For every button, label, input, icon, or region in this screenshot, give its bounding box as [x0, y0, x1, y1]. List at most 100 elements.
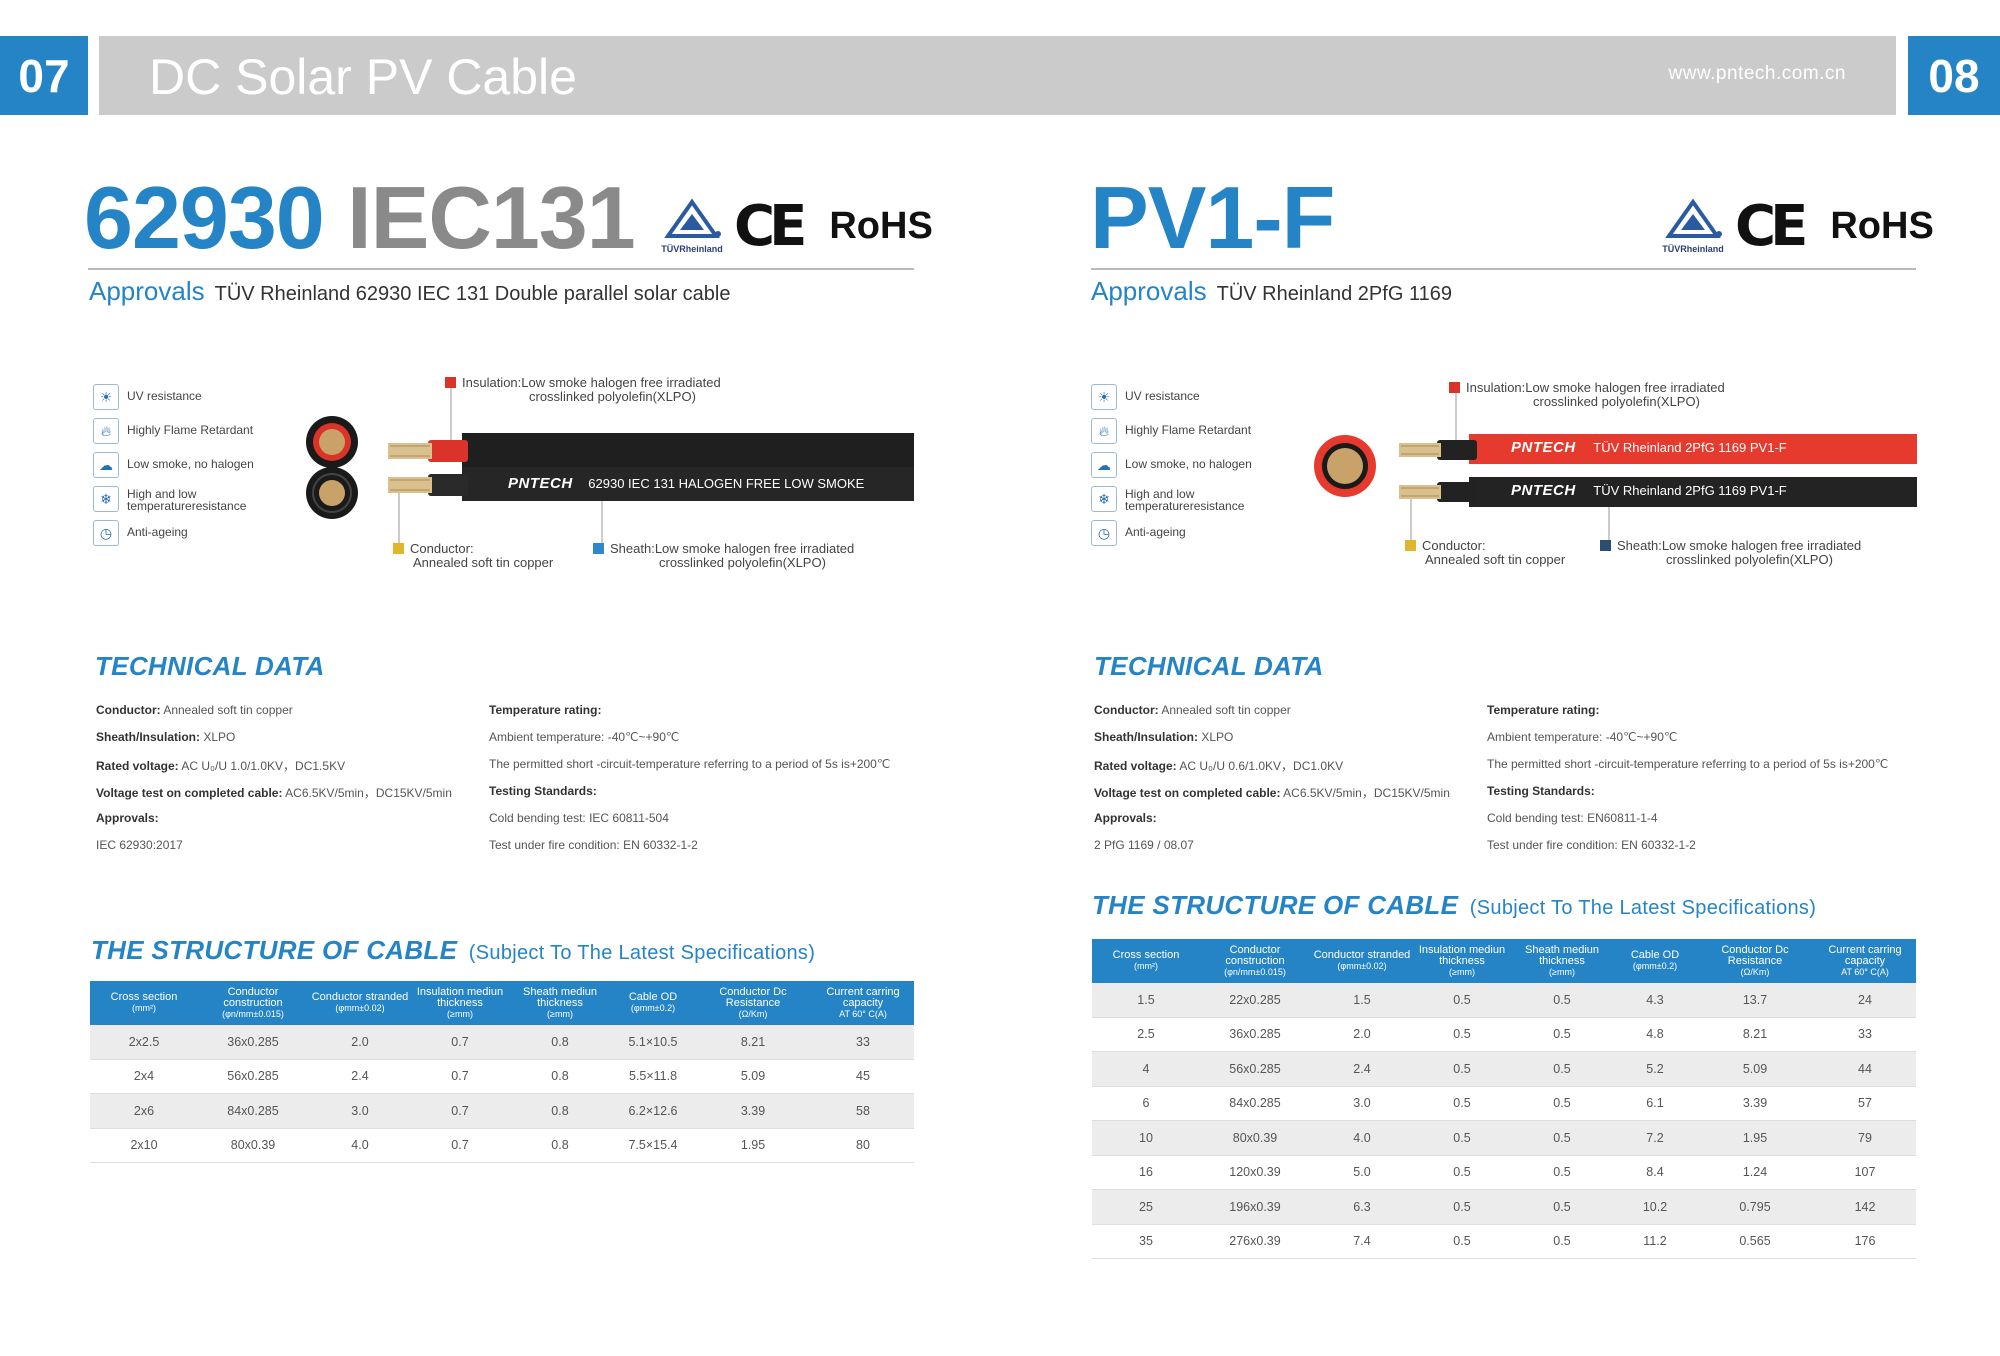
uv-icon: ☀	[1091, 384, 1117, 410]
callout-text: Annealed soft tin copper	[1425, 552, 1566, 567]
callout-text: crosslinked polyolefin(XLPO)	[659, 555, 826, 570]
certification-logos: TÜVRheinland CE RoHS	[660, 194, 933, 259]
smoke-icon: ☁	[93, 452, 119, 478]
table-cell: 6.1	[1614, 1086, 1696, 1121]
approvals-text: TÜV Rheinland 2PfG 1169	[1216, 283, 1452, 305]
cable-illustration	[1314, 388, 1917, 542]
table-cell: 0.8	[508, 1025, 612, 1060]
tech-label: Sheath/Insulation:	[96, 730, 201, 744]
table-row: 2x2.5 36x0.285 2.0 0.7 0.8 5.1×10.5 8.21 33	[90, 1025, 914, 1060]
tech-value: The permitted short -circuit-temperature…	[1487, 757, 1889, 771]
table-cell: 6	[1092, 1086, 1200, 1121]
table-row: 2x6 84x0.285 3.0 0.7 0.8 6.2×12.6 3.39 58	[90, 1093, 914, 1129]
temperature-icon: ❄	[93, 486, 119, 512]
tech-value: AC6.5KV/5min，DC15KV/5min	[282, 786, 452, 800]
callout-text: crosslinked polyolefin(XLPO)	[1666, 552, 1833, 567]
table-cell: 5.09	[694, 1059, 812, 1094]
tuv-logo-text: TÜVRheinland	[661, 244, 723, 254]
insulation-swatch	[445, 377, 456, 388]
page-title: DC Solar PV Cable	[149, 49, 577, 105]
table-cell: 80	[812, 1128, 914, 1163]
cable-illustration	[306, 384, 914, 545]
table-cell: 5.5×11.8	[612, 1059, 694, 1094]
column-header: Conductor Dc Resistance (Ω/Km)	[1696, 939, 1814, 983]
column-header: Conductor construction (φn/mm±0.015)	[1200, 939, 1310, 983]
title-part-iec131: IEC131	[347, 168, 636, 267]
tech-label: Voltage test on completed cable:	[96, 786, 283, 800]
table-cell: 0.565	[1696, 1224, 1814, 1259]
table-cell: 35	[1092, 1224, 1200, 1259]
table-cell: 176	[1814, 1224, 1916, 1259]
tech-value: Test under fire condition: EN 60332-1-2	[1487, 838, 1696, 852]
tech-row: Temperature rating:	[489, 703, 890, 730]
table-cell: 3.0	[308, 1093, 412, 1129]
table-cell: 2x6	[90, 1093, 198, 1129]
table-cell: 6.3	[1310, 1189, 1414, 1225]
table-cell: 6.2×12.6	[612, 1093, 694, 1129]
column-header: Current carring capacity AT 60° C(A)	[812, 981, 914, 1025]
table-cell: 79	[1814, 1120, 1916, 1156]
table-cell: 1.24	[1696, 1155, 1814, 1190]
table-cell: 36x0.285	[1200, 1017, 1310, 1052]
title-divider	[1091, 268, 1916, 270]
tech-data-col-1: Conductor: Annealed soft tin copper Shea…	[1094, 703, 1450, 865]
tech-label: Conductor:	[96, 703, 161, 717]
feature-item: ☁ Low smoke, no halogen	[1091, 452, 1291, 486]
tech-value: AC6.5KV/5min，DC15KV/5min	[1280, 786, 1450, 800]
tech-label: Sheath/Insulation:	[1094, 730, 1199, 744]
header-bar: DC Solar PV Cable www.pntech.com.cn	[99, 36, 1896, 115]
table-row: 4 56x0.285 2.4 0.5 0.5 5.2 5.09 44	[1092, 1051, 1916, 1087]
table-cell: 36x0.285	[198, 1025, 308, 1060]
table-cell: 84x0.285	[198, 1093, 308, 1129]
cable-print-text: TÜV Rheinland 2PfG 1169 PV1-F	[1593, 483, 1787, 498]
tuv-logo: TÜVRheinland	[1661, 198, 1725, 254]
table-cell: 1.95	[1696, 1120, 1814, 1156]
product-title: PV1-F	[1090, 168, 1335, 268]
cable-print-black: PNTECH TÜV Rheinland 2PfG 1169 PV1-F	[1511, 483, 1787, 498]
tech-row: The permitted short -circuit-temperature…	[489, 757, 890, 784]
table-cell: 16	[1092, 1155, 1200, 1190]
table-cell: 0.5	[1414, 1155, 1510, 1190]
table-cell: 2.5	[1092, 1017, 1200, 1052]
table-cell: 0.5	[1510, 1189, 1614, 1225]
table-cell: 57	[1814, 1086, 1916, 1121]
table-header-row: Cross section (mm²) Conductor constructio…	[90, 981, 914, 1025]
table-cell: 8.21	[1696, 1017, 1814, 1052]
tech-row: Conductor: Annealed soft tin copper	[96, 703, 452, 730]
tech-value: Test under fire condition: EN 60332-1-2	[489, 838, 698, 852]
table-row: 6 84x0.285 3.0 0.5 0.5 6.1 3.39 57	[1092, 1086, 1916, 1121]
page-number-left: 07	[0, 36, 88, 115]
table-header-row: Cross section (mm²) Conductor constructio…	[1092, 939, 1916, 983]
table-cell: 58	[812, 1093, 914, 1129]
column-header: Conductor Dc Resistance (Ω/Km)	[694, 981, 812, 1025]
tech-value: Cold bending test: IEC 60811-504	[489, 811, 669, 825]
table-cell: 8.21	[694, 1025, 812, 1060]
table-cell: 142	[1814, 1189, 1916, 1225]
tech-row: Rated voltage: AC U₀/U 0.6/1.0KV，DC1.0KV	[1094, 757, 1450, 784]
tech-value: AC U₀/U 1.0/1.0KV，DC1.5KV	[178, 759, 346, 773]
feature-label: UV resistance	[1125, 389, 1200, 403]
insulation-swatch	[1449, 382, 1460, 393]
product-title: 62930 IEC131	[84, 168, 636, 268]
structure-subtitle: (Subject To The Latest Specifications)	[468, 942, 816, 964]
table-cell: 0.7	[412, 1025, 508, 1060]
table-cell: 10.2	[1614, 1189, 1696, 1225]
table-cell: 8.4	[1614, 1155, 1696, 1190]
table-cell: 80x0.39	[1200, 1120, 1310, 1156]
table-cell: 2.0	[308, 1025, 412, 1060]
feature-list: ☀ UV resistance 🔥︎ Highly Flame Retardan…	[93, 384, 293, 554]
table-cell: 0.5	[1510, 1017, 1614, 1052]
callout-text: crosslinked polyolefin(XLPO)	[529, 389, 696, 404]
feature-label: Low smoke, no halogen	[127, 457, 254, 471]
tuv-triangle-icon	[1665, 198, 1722, 238]
tuv-triangle-icon	[664, 198, 721, 238]
tech-row: Testing Standards:	[1487, 784, 1888, 811]
column-header: Cross section (mm²)	[1092, 939, 1200, 983]
flame-icon: 🔥︎	[93, 418, 119, 444]
tech-row: IEC 62930:2017	[96, 838, 452, 865]
tech-label: Temperature rating:	[1487, 703, 1600, 717]
callout-text: Insulation:Low smoke halogen free irradi…	[1466, 380, 1725, 395]
temperature-icon: ❄	[1091, 486, 1117, 512]
table-cell: 0.5	[1414, 1086, 1510, 1121]
tech-value: 2 PfG 1169 / 08.07	[1094, 838, 1194, 852]
